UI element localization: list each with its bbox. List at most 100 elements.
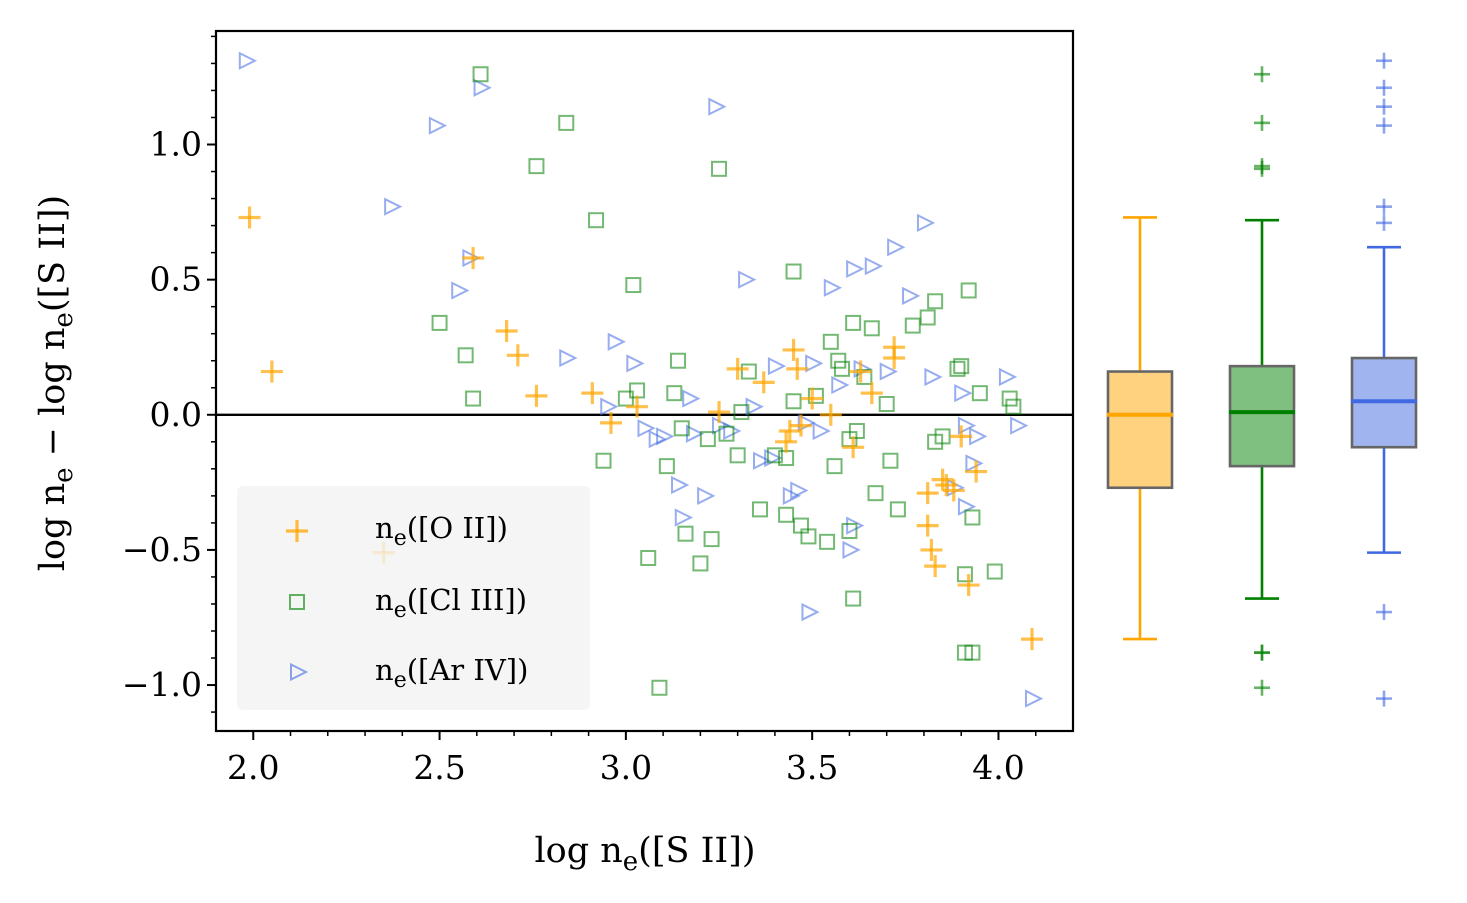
point-plus [942,479,965,502]
y-tick-label: 1.0 [150,125,202,164]
point-square [472,66,489,83]
point-square [934,428,951,445]
point-plus [495,320,518,342]
point-square [699,431,716,448]
point-square [956,566,973,583]
point-plus [581,382,604,405]
point-square [889,501,906,518]
point-triangle-right [607,332,626,351]
point-triangle-right [812,421,831,441]
point-triangle-right [823,278,843,297]
point-triangle-right [708,97,727,116]
point-square [673,420,690,437]
point-square [986,563,1003,580]
point-square [819,533,836,550]
point-triangle-right [831,375,850,395]
point-triangle-right [916,213,936,233]
axis-ticks [207,35,1037,740]
x-axis-title: log ne([S II]) [534,831,755,877]
box-iqr [1228,364,1296,468]
x-tick-label: 3.5 [786,748,838,787]
point-triangle-right [626,354,645,373]
point-plus [920,538,943,561]
point-plus [506,344,529,367]
scatter-points [238,51,1044,708]
point-square [778,506,795,523]
point-square [919,309,936,326]
legend-marker-square [289,594,305,610]
point-plus [916,482,939,505]
point-square [785,393,802,410]
point-square [830,352,847,369]
point-square [666,385,683,402]
point-square [640,550,657,567]
point-plus [789,414,812,437]
legend-label-cliii: ne([Cl III]) [375,583,527,623]
point-triangle-right [924,367,943,387]
point-square [729,447,746,464]
point-triangle-right [842,540,861,560]
point-plus [752,371,775,394]
point-plus [916,514,939,537]
point-triangle-right [682,389,701,408]
point-triangle-right [685,424,705,443]
point-square [711,160,728,177]
point-square [845,590,862,607]
point-square [841,523,858,539]
point-plus [883,336,906,359]
legend: ne([O II]) ne([Cl III]) ne([Ar IV]) [237,486,590,710]
point-square [457,347,474,364]
y-tick-label: 0.5 [150,260,202,299]
point-triangle-right [801,602,820,622]
point-triangle-right [957,497,977,516]
point-plus [957,574,980,597]
box-iqr [1106,370,1174,490]
point-square [878,395,895,412]
y-tick-label: 0.0 [150,395,202,434]
point-plus [599,411,622,434]
point-triangle-right [671,475,690,495]
point-square [752,501,769,518]
point-plus [931,468,954,491]
point-triangle-right [805,354,824,373]
point-plus [782,338,805,361]
point-triangle-right [1025,689,1044,708]
point-square [867,485,884,502]
point-triangle-right [473,78,492,97]
point-square [949,360,966,377]
point-triangle-right [738,270,757,289]
x-tick-label: 3.0 [600,748,652,787]
point-square [863,320,880,337]
point-square [625,277,642,294]
point-triangle-right [656,427,675,446]
box-plot [1228,66,1296,696]
point-square [807,387,824,404]
x-tick-label: 2.5 [413,748,465,787]
point-plus [260,360,283,383]
point-square [558,114,575,131]
plot-frame [214,29,1075,733]
legend-label-oii: ne([O II]) [375,511,508,551]
point-plus [801,387,824,410]
point-plus [950,425,973,448]
scatter-plot-area: 2.0 2.5 3.0 3.5 4.0 −1.0 −0.5 0.0 0.5 1.0 [122,29,1075,787]
point-plus [849,360,872,383]
point-square [971,385,988,402]
point-triangle-right [902,286,921,305]
point-square [465,390,482,407]
point-square [848,423,865,439]
point-triangle-right [998,367,1018,387]
outlier [1376,604,1392,621]
point-triangle-right [1010,416,1029,435]
point-triangle-right [697,486,716,505]
point-square [617,390,634,407]
legend-markers [286,520,309,682]
x-tick-label: 4.0 [972,748,1024,787]
outlier [1376,117,1392,134]
x-tick-labels: 2.0 2.5 3.0 3.5 4.0 [227,748,1025,787]
point-plus [860,382,883,405]
outlier [1254,160,1270,177]
point-plus [462,247,485,270]
point-square [595,452,612,469]
point-square [718,425,735,442]
